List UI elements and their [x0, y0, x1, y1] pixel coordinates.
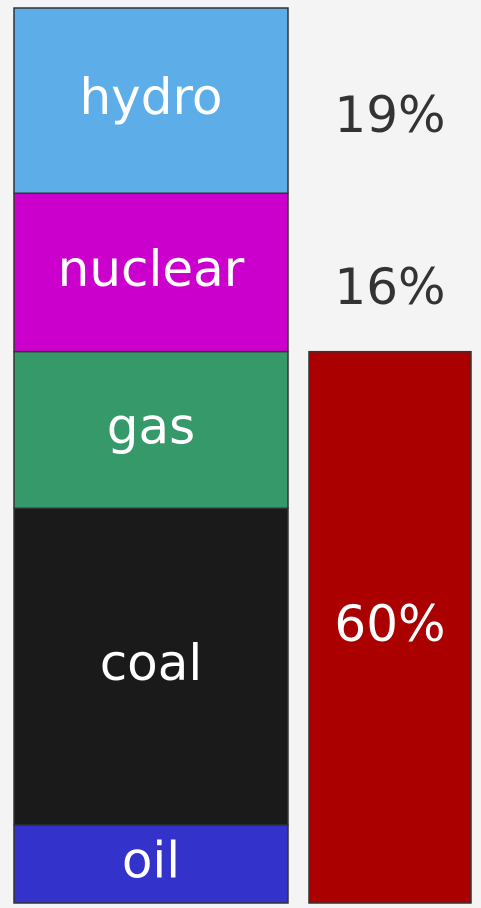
share-label: 16%: [334, 258, 445, 316]
bar-segment: [13, 824, 289, 904]
bar-segment: [13, 350, 289, 510]
bar-segment: [13, 507, 289, 826]
bar-segment: [13, 7, 289, 195]
share-bar: [308, 350, 472, 904]
segment-label: oil: [122, 832, 180, 890]
share-label: 19%: [334, 86, 445, 144]
segment-label: nuclear: [58, 240, 245, 298]
bar-segment: [13, 192, 289, 353]
segment-label: hydro: [79, 68, 222, 126]
segment-label: coal: [100, 634, 203, 692]
segment-label: gas: [107, 397, 195, 455]
share-label: 60%: [334, 595, 445, 653]
